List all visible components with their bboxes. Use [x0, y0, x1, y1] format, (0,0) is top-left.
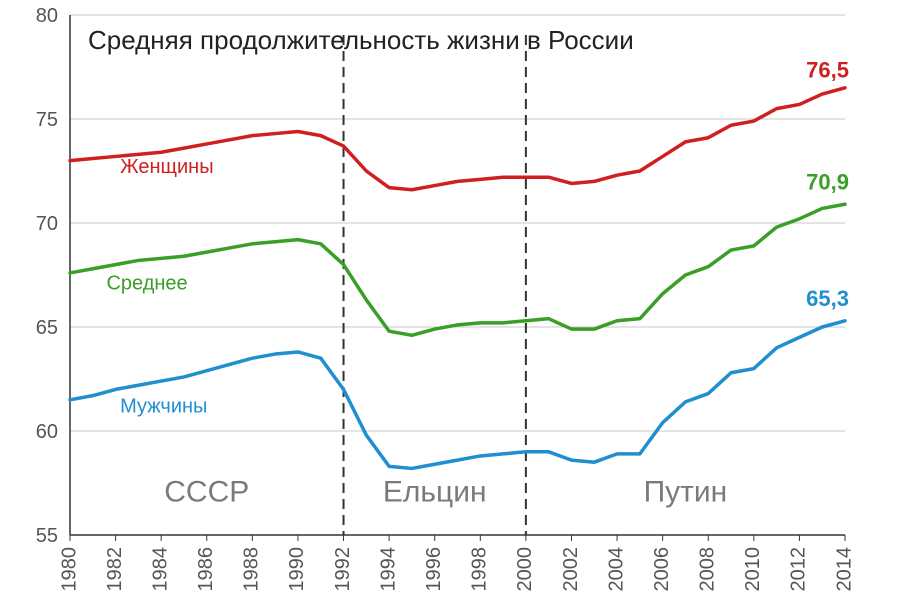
x-tick-label: 2004 [605, 547, 627, 592]
x-tick-label: 1982 [104, 547, 126, 592]
x-tick-label: 2008 [697, 547, 719, 592]
x-tick-label: 1988 [241, 547, 263, 592]
series-end-value: 76,5 [806, 57, 849, 82]
x-tick-label: 2002 [560, 547, 582, 592]
era-label: СССР [164, 476, 249, 509]
series-end-value: 65,3 [806, 286, 849, 311]
x-tick-label: 1986 [195, 547, 217, 592]
series-label: Женщины [120, 156, 213, 178]
era-label: Путин [644, 476, 728, 509]
y-tick-label: 65 [36, 317, 58, 339]
y-tick-label: 80 [36, 5, 58, 27]
x-tick-label: 1992 [332, 547, 354, 592]
x-tick-label: 1994 [377, 547, 399, 592]
x-tick-label: 1996 [423, 547, 445, 592]
y-tick-label: 55 [36, 525, 58, 547]
x-tick-label: 1984 [149, 547, 171, 592]
era-label: Ельцин [383, 476, 487, 509]
y-tick-label: 75 [36, 109, 58, 131]
x-tick-label: 2012 [788, 547, 810, 592]
x-tick-label: 2014 [833, 547, 855, 592]
series-end-value: 70,9 [806, 170, 849, 195]
x-tick-label: 2010 [742, 547, 764, 592]
x-tick-label: 1990 [286, 547, 308, 592]
chart-bg [0, 0, 900, 610]
x-tick-label: 1998 [469, 547, 491, 592]
y-tick-label: 70 [36, 213, 58, 235]
x-tick-label: 2000 [514, 547, 536, 592]
series-label: Среднее [106, 273, 187, 295]
y-tick-label: 60 [36, 421, 58, 443]
x-tick-label: 2006 [651, 547, 673, 592]
chart-title: Средняя продолжительность жизни в России [88, 25, 634, 55]
life-expectancy-chart: 55 60 65 70 75 80 1980 1982 1984 1986 1988 1990 1992… [0, 0, 900, 610]
series-label: Мужчины [120, 395, 207, 417]
chart-svg: 55 60 65 70 75 80 1980 1982 1984 1986 1988 1990 1992… [0, 0, 900, 610]
x-tick-label: 1980 [58, 547, 80, 592]
